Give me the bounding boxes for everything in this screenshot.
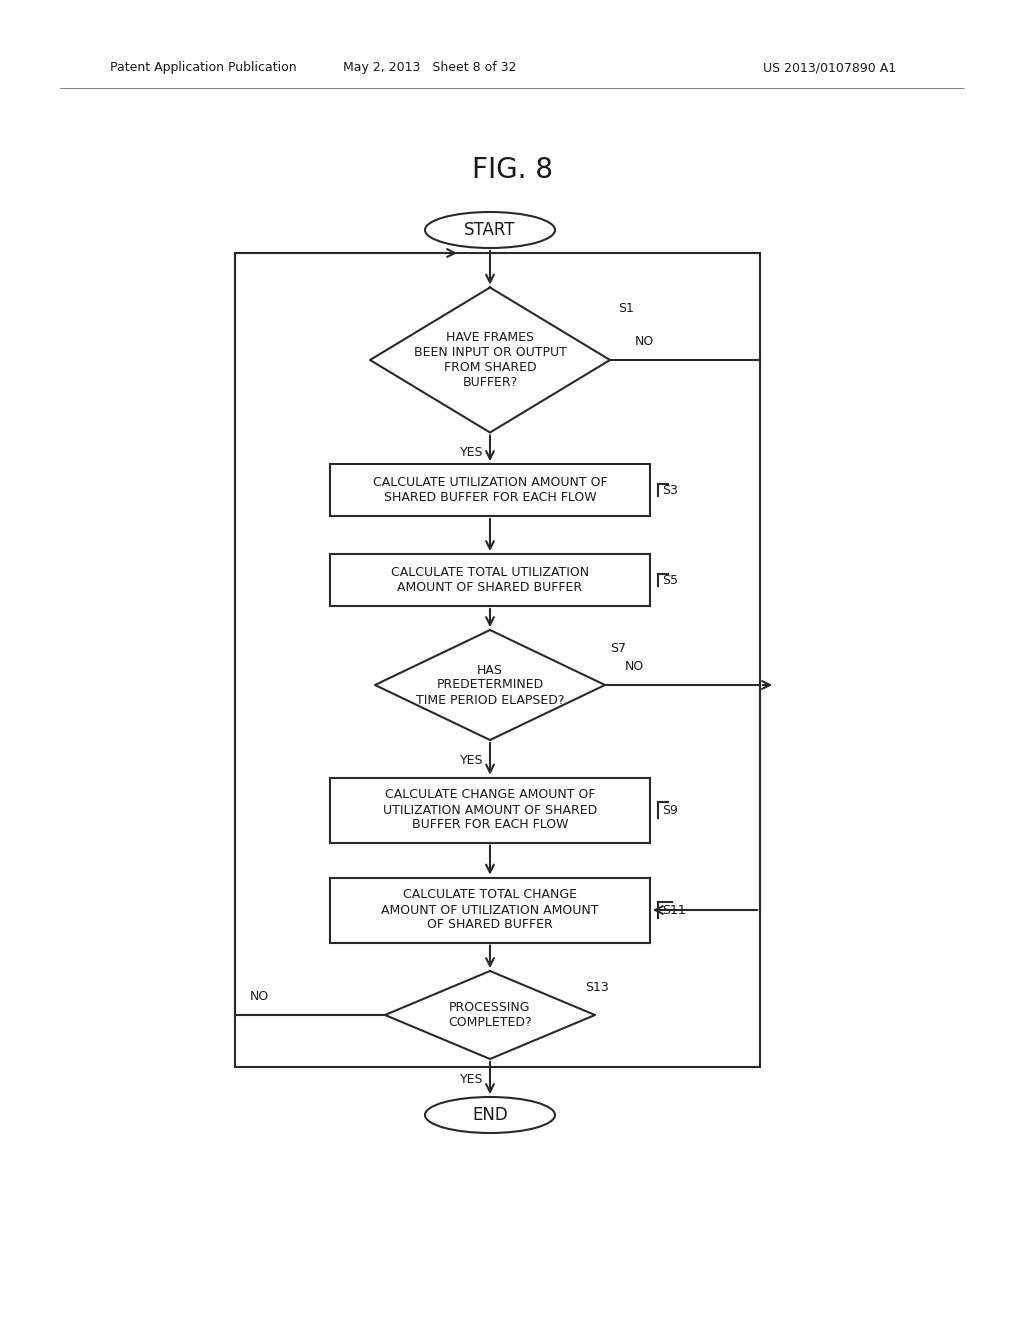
Text: NO: NO [625,660,644,673]
Text: CALCULATE UTILIZATION AMOUNT OF
SHARED BUFFER FOR EACH FLOW: CALCULATE UTILIZATION AMOUNT OF SHARED B… [373,477,607,504]
Text: CALCULATE CHANGE AMOUNT OF
UTILIZATION AMOUNT OF SHARED
BUFFER FOR EACH FLOW: CALCULATE CHANGE AMOUNT OF UTILIZATION A… [383,788,597,832]
Text: S7: S7 [610,642,626,655]
Text: YES: YES [460,1073,483,1086]
Bar [330,777,650,842]
Text: YES: YES [460,754,483,767]
Text: PROCESSING
COMPLETED?: PROCESSING COMPLETED? [449,1001,531,1030]
Text: S3: S3 [662,483,678,496]
Bar [330,878,650,942]
Text: S5: S5 [662,573,678,586]
Text: S1: S1 [618,302,634,315]
Text: Patent Application Publication: Patent Application Publication [110,62,297,74]
Text: May 2, 2013   Sheet 8 of 32: May 2, 2013 Sheet 8 of 32 [343,62,517,74]
Text: END: END [472,1106,508,1125]
Text: HAVE FRAMES
BEEN INPUT OR OUTPUT
FROM SHARED
BUFFER?: HAVE FRAMES BEEN INPUT OR OUTPUT FROM SH… [414,331,566,389]
Text: START: START [464,220,516,239]
Text: US 2013/0107890 A1: US 2013/0107890 A1 [764,62,897,74]
Text: FIG. 8: FIG. 8 [471,156,553,183]
Text: S13: S13 [585,981,608,994]
Text: S9: S9 [662,804,678,817]
Text: CALCULATE TOTAL UTILIZATION
AMOUNT OF SHARED BUFFER: CALCULATE TOTAL UTILIZATION AMOUNT OF SH… [391,566,589,594]
Text: NO: NO [635,335,654,348]
Text: S11: S11 [662,903,686,916]
Text: HAS
PREDETERMINED
TIME PERIOD ELAPSED?: HAS PREDETERMINED TIME PERIOD ELAPSED? [416,664,564,706]
Bar [330,554,650,606]
Bar [234,253,760,1067]
Text: NO: NO [250,990,269,1003]
Text: YES: YES [460,446,483,459]
Text: CALCULATE TOTAL CHANGE
AMOUNT OF UTILIZATION AMOUNT
OF SHARED BUFFER: CALCULATE TOTAL CHANGE AMOUNT OF UTILIZA… [381,888,599,932]
Bar [330,465,650,516]
